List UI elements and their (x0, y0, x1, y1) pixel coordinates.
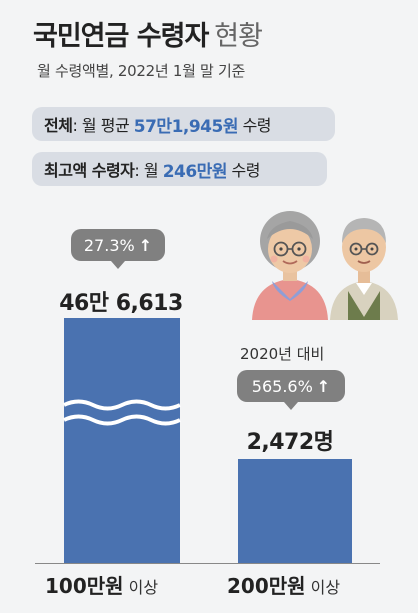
category-label-2-main: 200만원 (227, 574, 306, 598)
max-mid: : 월 (134, 161, 163, 180)
grandmother-icon (252, 211, 328, 320)
growth-value-2: 565.6% (251, 376, 313, 396)
category-label-2-suffix: 이상 (305, 578, 341, 597)
max-label: 최고액 수령자 (44, 161, 135, 180)
category-label-1-main: 100만원 (45, 574, 124, 598)
max-pill: 최고액 수령자 : 월 246만원 수령 (32, 152, 327, 186)
grandfather-icon (330, 218, 398, 320)
average-value: 57만1,945원 (133, 116, 239, 137)
up-arrow-icon: ↑ (138, 235, 153, 255)
average-pill: 전체 : 월 평균 57만1,945원 수령 (32, 107, 335, 141)
axis-break-wave-2 (63, 414, 181, 426)
category-label-2: 200만원 이상 (227, 570, 340, 599)
up-arrow-icon: ↑ (316, 376, 331, 396)
elderly-couple-illustration (252, 211, 398, 320)
bar-1 (64, 318, 180, 563)
max-suffix: 수령 (226, 161, 261, 180)
page-title: 국민연금 수령자 현황 (33, 21, 263, 52)
max-value: 246만원 (162, 161, 228, 182)
x-axis-line (35, 563, 380, 564)
bar-value-label-1: 46만 6,613 (59, 291, 183, 316)
comparison-note: 2020년 대비 (240, 345, 325, 363)
average-mid: : 월 평균 (72, 116, 134, 135)
average-label: 전체 (44, 116, 73, 135)
axis-break-wave-1 (63, 399, 181, 411)
subtitle: 월 수령액별, 2022년 1월 말 기준 (37, 62, 246, 80)
growth-value-1: 27.3% (83, 235, 135, 255)
bar-2 (238, 459, 352, 563)
category-label-1: 100만원 이상 (45, 570, 158, 599)
bar-value-label-2: 2,472명 (246, 430, 334, 455)
category-label-1-suffix: 이상 (123, 578, 159, 597)
page-title-light: 현황 (214, 21, 263, 52)
growth-bubble-1: 27.3% ↑ (71, 229, 165, 269)
growth-bubble-2: 565.6% ↑ (237, 370, 345, 410)
average-suffix: 수령 (237, 116, 272, 135)
